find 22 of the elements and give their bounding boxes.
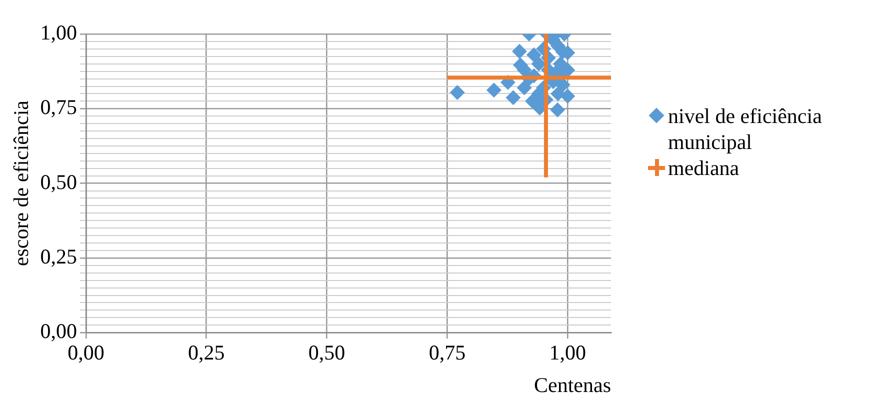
x-tick-label: 1,00 — [549, 340, 586, 365]
point — [550, 86, 566, 102]
legend-label: mediana — [668, 155, 740, 181]
y-tick-label: 0,50 — [40, 170, 77, 194]
y-tick-label: 0,75 — [40, 95, 77, 120]
point — [450, 85, 465, 100]
x-tick-label: 0,50 — [308, 340, 346, 365]
y-tick-label: 0,00 — [40, 319, 77, 344]
point — [550, 102, 566, 118]
point — [506, 90, 521, 106]
y-tick-label: 1,00 — [40, 20, 77, 45]
x-tick-label: 0,00 — [68, 340, 104, 365]
point — [512, 44, 527, 59]
x-axis-title: Centenas — [534, 372, 611, 397]
x-tick-label: 0,75 — [428, 340, 466, 365]
point — [516, 80, 532, 96]
point — [552, 56, 568, 72]
y-axis-title: escore de eficiência — [9, 100, 34, 266]
x-tick-label: 0,25 — [188, 340, 225, 365]
y-tick-label: 0,25 — [40, 244, 77, 268]
point — [526, 47, 542, 62]
point — [486, 82, 502, 98]
